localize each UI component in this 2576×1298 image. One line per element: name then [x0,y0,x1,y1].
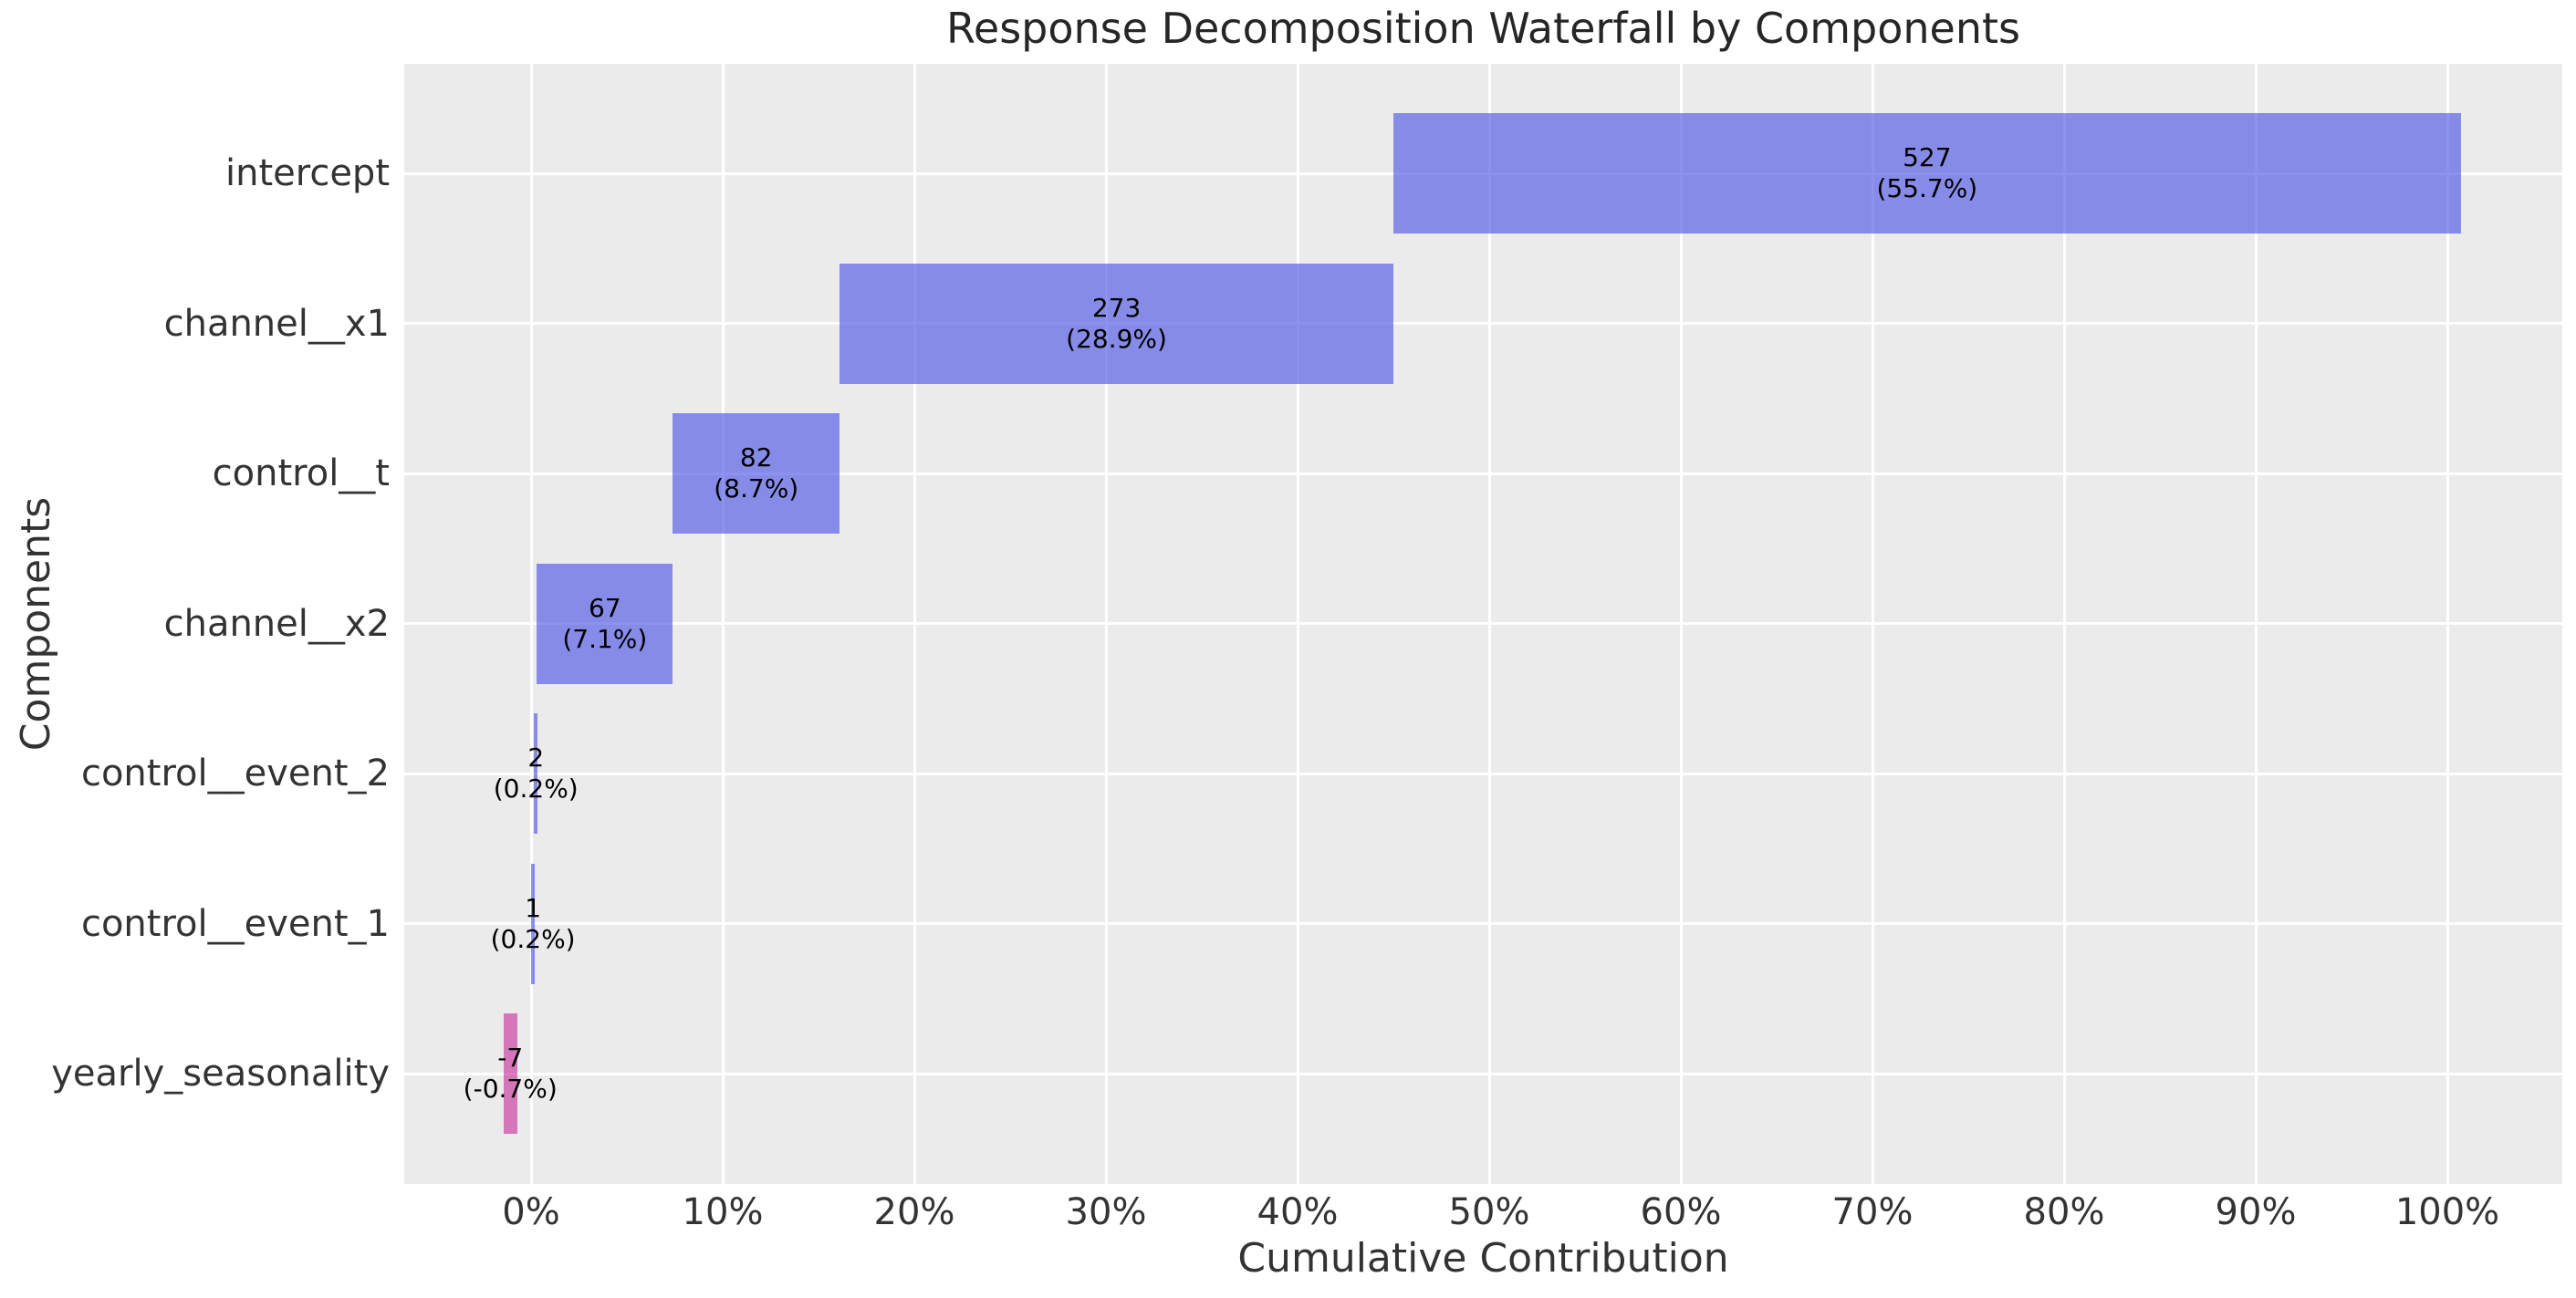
x-tick-label-30%: 30% [1065,1191,1147,1233]
bar-percent-text: (0.2%) [490,923,576,954]
horizontal-gridline [404,622,2562,625]
y-tick-label-yearly_seasonality: yearly_seasonality [51,1053,390,1095]
bar-percent-text: (28.9%) [1066,323,1167,354]
horizontal-gridline [404,1072,2562,1075]
waterfall-bar-yearly_seasonality [503,1013,517,1134]
bar-value-label-channel__x2: 67 (7.1%) [450,593,760,655]
x-tick-label-60%: 60% [1640,1191,1722,1233]
x-tick-label-90%: 90% [2215,1191,2297,1233]
y-axis-title: Components [13,496,59,752]
bar-value-label-intercept: 527 (55.7%) [1772,142,2082,204]
bar-value-text: 273 [1091,292,1142,323]
x-tick-label-0%: 0% [502,1191,560,1233]
bar-value-label-control__t: 82 (8.7%) [601,442,912,504]
waterfall-bar-control__event_2 [534,713,538,834]
waterfall-bar-control__t [673,413,840,534]
y-tick-label-control__event_2: control__event_2 [80,753,390,794]
x-tick-label-20%: 20% [873,1191,955,1233]
bar-value-text: 527 [1903,142,1952,172]
bar-value-text: 1 [525,892,542,923]
bar-value-text: -7 [497,1043,524,1073]
x-tick-label-70%: 70% [1831,1191,1914,1233]
y-tick-label-control__t: control__t [212,452,390,494]
bar-value-text: 2 [527,742,545,773]
chart-title: Response Decomposition Waterfall by Comp… [946,4,2020,53]
bar-percent-text: (55.7%) [1876,173,1978,203]
waterfall-bar-channel__x1 [840,263,1393,384]
horizontal-gridline [404,472,2562,475]
y-tick-label-intercept: intercept [225,152,390,194]
waterfall-bar-channel__x2 [537,563,673,684]
x-tick-label-80%: 80% [2023,1191,2105,1233]
bar-value-label-control__event_2: 2 (0.2%) [381,742,691,805]
bar-percent-text: (0.2%) [493,774,579,804]
plot-area: 527 (55.7%) 273 (28.9%) 82 (8.7%) 67 (7.1%) 2 (0.… [404,64,2562,1184]
y-tick-label-channel__x1: channel__x1 [163,302,390,345]
y-tick-label-control__event_1: control__event_1 [80,902,390,945]
horizontal-gridline [404,922,2562,925]
horizontal-gridline [404,322,2562,325]
bar-percent-text: (7.1%) [562,623,648,654]
x-tick-label-50%: 50% [1448,1191,1530,1233]
horizontal-gridline [404,772,2562,775]
bar-value-text: 67 [589,592,621,623]
x-tick-label-40%: 40% [1257,1191,1339,1233]
bar-value-label-control__event_1: 1 (0.2%) [378,893,688,955]
bar-percent-text: (8.7%) [714,473,799,504]
bar-value-label-yearly_seasonality: -7 (-0.7%) [355,1043,665,1105]
bar-value-label-channel__x1: 273 (28.9%) [962,293,1272,355]
x-tick-label-10%: 10% [682,1191,764,1233]
x-axis-title: Cumulative Contribution [1237,1235,1729,1282]
waterfall-bar-intercept [1393,113,2461,234]
bar-value-text: 82 [739,442,773,472]
waterfall-bar-control__event_1 [531,863,536,984]
x-tick-label-100%: 100% [2394,1191,2500,1233]
bar-percent-text: (-0.7%) [463,1074,558,1104]
y-tick-label-channel__x2: channel__x2 [163,602,390,645]
